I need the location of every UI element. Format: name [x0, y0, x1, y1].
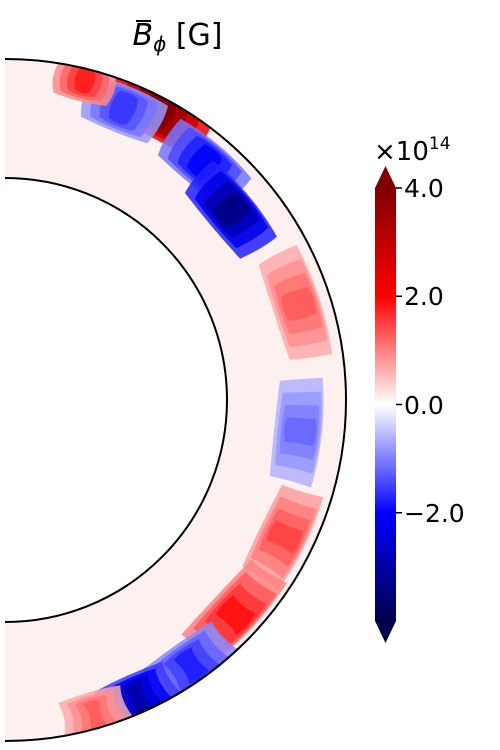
colorbar-tick-label-0: 4.0	[404, 174, 444, 203]
colorbar-ticks	[396, 187, 402, 514]
field-feature-4	[184, 160, 277, 259]
field-feature-2-level-3	[74, 67, 96, 94]
field-feature-7	[242, 484, 324, 591]
title-symbol: B	[132, 18, 154, 53]
field-feature-10-level-3	[123, 681, 154, 716]
colorbar-offset-base: ×10	[374, 137, 429, 167]
title-subscript: ϕ	[153, 32, 167, 56]
outer-boundary-arc	[4, 58, 347, 742]
colorbar-offset-exponent: 14	[428, 134, 451, 154]
inner-boundary-arc	[4, 177, 228, 623]
field-feature-8-level-3	[215, 595, 256, 635]
field-feature-4-level-3	[213, 191, 251, 228]
field-feature-6-level-3	[283, 417, 317, 447]
field-feature-5-level-3	[280, 286, 317, 322]
colorbar-extend-min	[375, 621, 396, 643]
field-feature-9-level-3	[173, 647, 209, 684]
field-feature-1-level-3	[108, 91, 138, 125]
colorbar	[375, 166, 402, 643]
colorbar-extend-max	[375, 166, 396, 188]
chart-title: Bϕ [G]	[0, 18, 355, 56]
title-unit: [G]	[175, 18, 223, 53]
field-feature-6	[269, 377, 324, 488]
field-feature-11	[58, 685, 133, 736]
colorbar-tick-label-3: −2.0	[404, 498, 465, 528]
field-feature-7-level-3	[266, 519, 303, 555]
field-feature-11-level-3	[83, 700, 108, 731]
shell-field-layer	[5, 59, 346, 741]
colorbar-tick-label-2: 0.0	[404, 390, 444, 420]
colorbar-gradient	[375, 188, 396, 621]
colorbar-tick-label-1: 2.0	[404, 282, 444, 312]
field-feature-2	[52, 63, 117, 106]
colorbar-offset-label: ×1014	[374, 134, 451, 167]
field-feature-5	[258, 244, 333, 360]
